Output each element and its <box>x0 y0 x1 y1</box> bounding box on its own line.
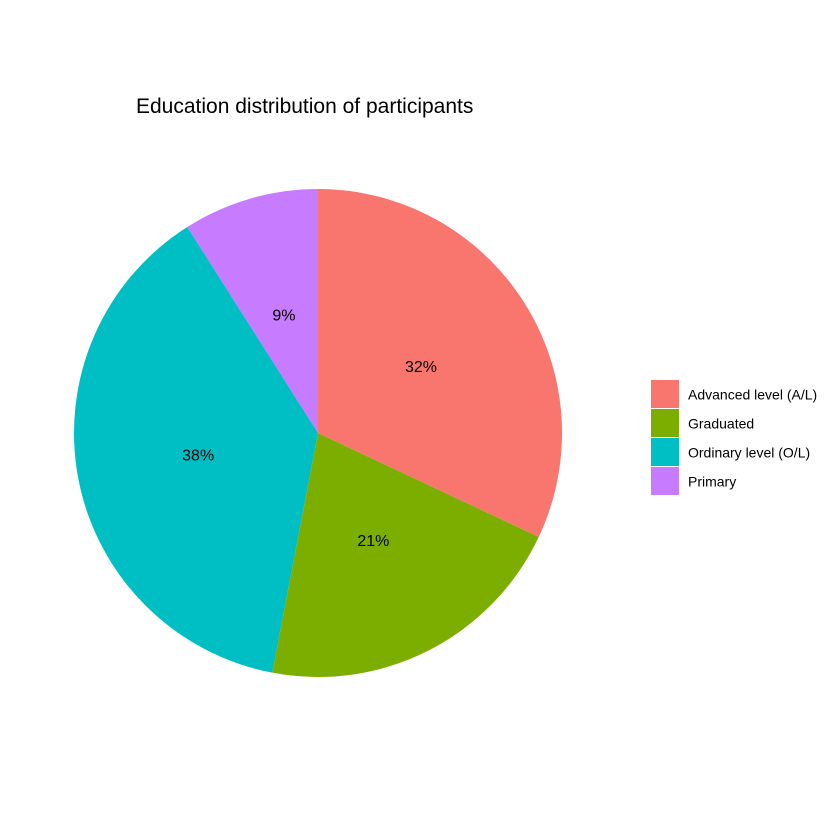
pie-slice-advanced-level-a-l <box>318 188 562 537</box>
legend-key-primary <box>651 467 679 495</box>
slice-label-advanced-level-a-l: 32% <box>405 359 437 376</box>
slice-label-graduated: 21% <box>357 533 389 550</box>
legend-label-advanced-level-a-l: Advanced level (A/L) <box>688 387 817 403</box>
legend-key-advanced-level-a-l <box>651 380 679 408</box>
legend-label-graduated: Graduated <box>688 416 754 432</box>
legend-label-primary: Primary <box>688 474 736 490</box>
legend-label-ordinary-level-o-l: Ordinary level (O/L) <box>688 445 810 461</box>
pie-slice-primary <box>187 189 318 433</box>
chart-title: Education distribution of participants <box>136 95 473 118</box>
legend: Advanced level (A/L) Graduated Ordinary le… <box>651 380 817 495</box>
legend-key-graduated <box>651 409 679 437</box>
slice-label-ordinary-level-o-l: 38% <box>182 447 214 464</box>
pie-slices <box>74 188 562 677</box>
pie-slice-graduated <box>272 433 539 677</box>
pie-slice-ordinary-level-o-l <box>74 226 319 673</box>
pie-slice-labels: 9% 38% 21% 32% <box>182 307 437 550</box>
slice-label-primary: 9% <box>272 307 295 324</box>
legend-key-ordinary-level-o-l <box>651 438 679 466</box>
